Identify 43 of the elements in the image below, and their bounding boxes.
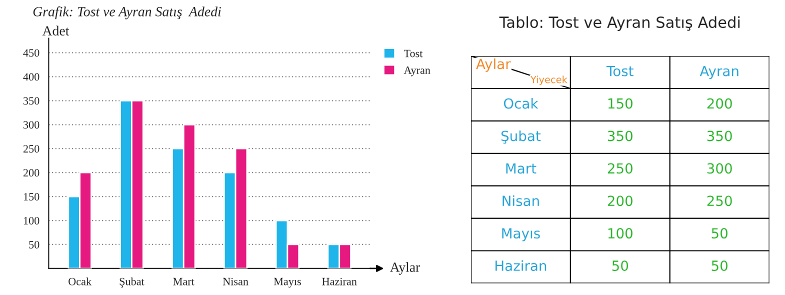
- y-tick-label: 400: [23, 73, 40, 81]
- legend-label: Tost: [404, 50, 423, 58]
- category-label: Nisan: [502, 195, 539, 206]
- x-tick-label: Nisan: [222, 278, 248, 286]
- y-tick-label: 200: [23, 169, 40, 177]
- data-label: 350: [608, 130, 632, 142]
- data-label: 50: [612, 260, 628, 272]
- y-axis-title: Adet: [42, 26, 70, 36]
- category-label: Mayıs: [502, 228, 540, 242]
- x-tick-label: Şubat: [120, 277, 144, 288]
- data-label: 300: [707, 163, 732, 174]
- data-label: 250: [707, 196, 732, 206]
- x-tick-label: Haziran: [322, 278, 357, 286]
- y-tick-label: 450: [23, 49, 40, 57]
- category-label: Ocak: [504, 98, 538, 109]
- category-label: Mart: [506, 163, 536, 174]
- data-label: 250: [608, 163, 632, 174]
- data-label: 100: [608, 228, 632, 239]
- data-label: 350: [707, 130, 732, 142]
- text: Yiyecek: [530, 76, 568, 86]
- text: Tablo: Tost ve Ayran Satış Adedi: [499, 16, 740, 31]
- x-axis-title: Aylar: [390, 262, 420, 275]
- legend-label: Ayran: [404, 66, 430, 76]
- category-label: Haziran: [496, 260, 546, 272]
- x-tick-label: Ocak: [68, 277, 92, 286]
- x-tick-label: Mayıs: [274, 278, 301, 288]
- data-label: 150: [608, 98, 632, 109]
- x-tick-label: Mart: [173, 278, 194, 286]
- y-tick-label: 350: [24, 97, 40, 105]
- y-tick-label: 150: [24, 193, 40, 201]
- data-label: 200: [707, 98, 732, 109]
- y-tick-label: 100: [24, 216, 40, 224]
- data-label: 200: [608, 196, 632, 206]
- y-tick-label: 250: [23, 145, 40, 153]
- text: Ayran: [700, 66, 738, 79]
- y-tick-label: 50: [29, 240, 40, 248]
- chart-title: Grafik: Tost ve Ayran Satış Adedi: [33, 6, 221, 20]
- text: Aylar: [476, 58, 511, 72]
- y-tick-label: 300: [24, 121, 40, 129]
- data-label: 50: [712, 260, 728, 272]
- data-label: 50: [712, 228, 728, 239]
- category-label: Şubat: [501, 130, 541, 144]
- text: Tost: [606, 66, 634, 76]
